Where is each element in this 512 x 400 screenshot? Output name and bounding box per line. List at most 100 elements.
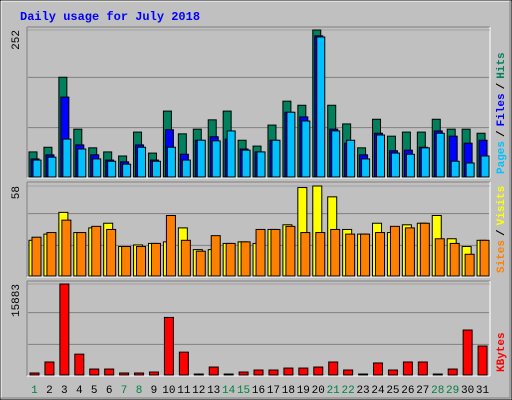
x-tick-label: 31 bbox=[476, 385, 490, 397]
bar bbox=[402, 361, 413, 376]
bar bbox=[119, 372, 130, 376]
bar bbox=[450, 160, 460, 178]
legend-separator: / bbox=[496, 130, 508, 137]
bar bbox=[121, 246, 132, 277]
y-tick-label: 15883 bbox=[11, 284, 23, 317]
bar bbox=[74, 353, 85, 376]
x-tick-label: 11 bbox=[177, 385, 191, 397]
x-tick-label: 20 bbox=[312, 385, 325, 397]
legend-separator: / bbox=[496, 82, 508, 89]
x-tick-label: 4 bbox=[76, 385, 83, 397]
bar bbox=[238, 371, 249, 376]
bar bbox=[47, 156, 57, 178]
bar bbox=[285, 225, 296, 277]
bar bbox=[256, 151, 266, 178]
legend-entry: Hits bbox=[496, 52, 508, 78]
panel bbox=[27, 281, 490, 376]
x-tick-label: 16 bbox=[252, 385, 265, 397]
x-tick-label: 7 bbox=[121, 385, 128, 397]
x-tick-label: 17 bbox=[267, 385, 280, 397]
x-tick-label: 30 bbox=[461, 385, 474, 397]
bar bbox=[107, 160, 117, 178]
bar bbox=[465, 162, 475, 178]
bar bbox=[29, 372, 40, 376]
x-tick-label: 5 bbox=[91, 385, 98, 397]
bar bbox=[163, 316, 174, 376]
bar bbox=[77, 148, 87, 178]
x-tick-label: 13 bbox=[207, 385, 220, 397]
bar bbox=[330, 228, 341, 277]
bar bbox=[477, 345, 488, 376]
bar bbox=[462, 329, 473, 376]
x-tick-label: 14 bbox=[222, 385, 236, 397]
bar bbox=[76, 232, 87, 277]
bar bbox=[331, 130, 341, 178]
bar bbox=[358, 373, 369, 376]
bar bbox=[134, 372, 145, 376]
chart-title: Daily usage for July 2018 bbox=[20, 10, 200, 24]
bar bbox=[479, 239, 490, 277]
bar bbox=[165, 214, 176, 277]
x-tick-label: 25 bbox=[386, 385, 399, 397]
bar bbox=[150, 242, 161, 277]
x-tick-label: 21 bbox=[327, 385, 341, 397]
bar bbox=[283, 367, 294, 376]
bar bbox=[44, 361, 55, 376]
bar bbox=[345, 233, 356, 277]
bar bbox=[271, 139, 281, 178]
bar bbox=[328, 361, 339, 376]
legend-entry: KBytes bbox=[496, 332, 508, 372]
legend-entry: Sites bbox=[496, 240, 508, 273]
bar bbox=[106, 228, 117, 277]
bar bbox=[225, 242, 236, 277]
bar bbox=[136, 246, 147, 277]
bar bbox=[148, 371, 159, 376]
bar bbox=[434, 238, 445, 277]
bar bbox=[346, 139, 356, 178]
x-tick-label: 8 bbox=[136, 385, 143, 397]
bar bbox=[211, 140, 221, 178]
bar bbox=[193, 373, 204, 376]
bar bbox=[32, 159, 42, 178]
bar bbox=[390, 152, 400, 178]
bar bbox=[464, 253, 475, 277]
x-tick-label: 29 bbox=[446, 385, 459, 397]
x-tick-label: 26 bbox=[401, 385, 414, 397]
bar bbox=[420, 147, 430, 178]
bar bbox=[92, 158, 102, 178]
bar bbox=[449, 242, 460, 277]
bar bbox=[435, 132, 445, 178]
x-tick-label: 12 bbox=[192, 385, 205, 397]
bar bbox=[166, 146, 176, 178]
bar bbox=[208, 366, 219, 376]
bar bbox=[405, 153, 415, 178]
bar bbox=[89, 368, 100, 376]
x-tick-label: 10 bbox=[162, 385, 175, 397]
bar bbox=[210, 235, 221, 277]
legend-entry: Pages bbox=[496, 141, 508, 174]
x-tick-label: 2 bbox=[46, 385, 53, 397]
bar bbox=[241, 149, 251, 178]
legend: Pages / Files / Hits bbox=[496, 52, 508, 174]
bar bbox=[447, 368, 458, 376]
legend: Sites / Visits bbox=[496, 186, 508, 273]
bar bbox=[31, 236, 42, 277]
bar bbox=[62, 138, 72, 178]
bar bbox=[343, 369, 354, 376]
bar bbox=[178, 351, 189, 376]
x-tick-label: 15 bbox=[237, 385, 250, 397]
x-tick-label: 22 bbox=[342, 385, 355, 397]
x-tick-label: 3 bbox=[61, 385, 68, 397]
bar bbox=[137, 146, 147, 178]
bar bbox=[253, 369, 264, 376]
bar bbox=[316, 36, 326, 178]
x-tick-label: 1 bbox=[31, 385, 38, 397]
bar bbox=[196, 139, 206, 178]
bar bbox=[46, 232, 57, 277]
bar bbox=[240, 241, 251, 277]
bar bbox=[387, 369, 398, 376]
bar bbox=[404, 227, 415, 277]
legend-separator: / bbox=[496, 229, 508, 236]
x-tick-label: 6 bbox=[106, 385, 113, 397]
